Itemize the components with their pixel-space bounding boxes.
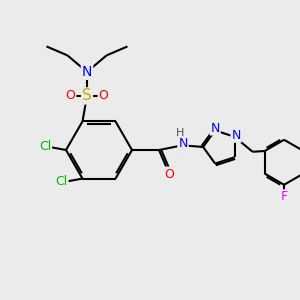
Text: N: N (210, 122, 220, 135)
Text: H: H (176, 128, 184, 138)
Text: N: N (178, 136, 188, 150)
Text: N: N (82, 65, 92, 79)
Text: Cl: Cl (39, 140, 51, 154)
Text: O: O (165, 167, 174, 181)
Text: S: S (82, 88, 92, 104)
Text: Cl: Cl (56, 175, 68, 188)
Text: O: O (66, 89, 75, 102)
Text: O: O (99, 89, 108, 102)
Text: F: F (280, 190, 288, 203)
Text: N: N (231, 129, 241, 142)
